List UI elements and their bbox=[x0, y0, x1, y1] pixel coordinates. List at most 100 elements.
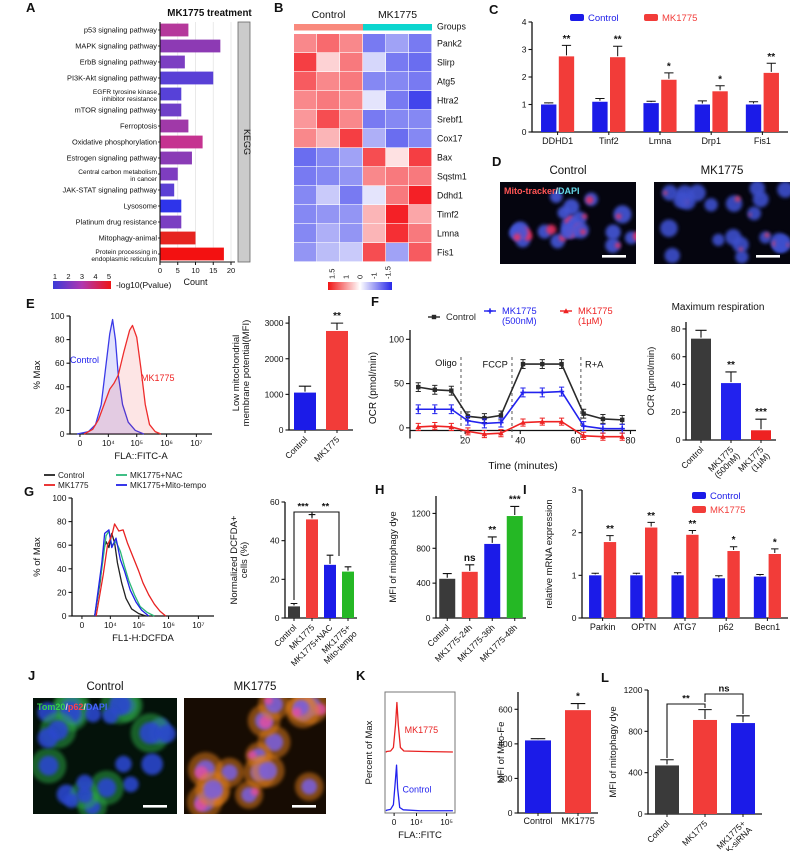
svg-text:Fis1: Fis1 bbox=[437, 248, 454, 258]
ocr-time-course-chart: 0 50 100 20 40 60 80 Oligo FCCP R+A Control MK1775(… bbox=[362, 300, 654, 482]
svg-text:80: 80 bbox=[55, 335, 65, 345]
svg-text:60: 60 bbox=[55, 358, 65, 368]
svg-text:0: 0 bbox=[426, 613, 431, 623]
svg-text:OPTN: OPTN bbox=[631, 622, 656, 632]
svg-text:Platinum drug resistance: Platinum drug resistance bbox=[76, 218, 157, 227]
svg-text:**: ** bbox=[767, 52, 775, 63]
svg-text:10⁶: 10⁶ bbox=[160, 438, 173, 448]
mitophagy-dye-sirna-bar-chart: 0 400 800 1200 Control MK1775 MK1775+K-siRNA **… bbox=[600, 670, 796, 851]
svg-text:**: ** bbox=[563, 34, 571, 45]
svg-text:Control: Control bbox=[549, 165, 586, 177]
svg-text:MK1775+Mito-tempo: MK1775+Mito-tempo bbox=[130, 481, 207, 490]
svg-text:*: * bbox=[667, 61, 671, 72]
panel-label-c: C bbox=[489, 2, 499, 17]
maximum-respiration-bar-chart: 0 20 40 60 80 Control ** MK1775(500nM) *** MK1775… bbox=[640, 300, 796, 482]
svg-text:40: 40 bbox=[671, 379, 681, 389]
svg-text:80: 80 bbox=[57, 517, 67, 527]
svg-text:PI3K-Akt signaling pathway: PI3K-Akt signaling pathway bbox=[67, 74, 157, 83]
svg-text:10⁵: 10⁵ bbox=[440, 817, 453, 827]
panel-label-l: L bbox=[601, 670, 609, 685]
svg-text:Slirp: Slirp bbox=[437, 58, 455, 68]
svg-text:% of Max: % of Max bbox=[32, 537, 43, 577]
svg-text:**: ** bbox=[606, 524, 614, 535]
svg-text:50: 50 bbox=[394, 379, 404, 389]
svg-text:MK1775: MK1775 bbox=[701, 165, 744, 177]
mito-fe-bar-chart: 0 200 400 600 Control * MK1775 MFI of Mito-Fe bbox=[494, 670, 614, 851]
panel-label-b: B bbox=[274, 0, 284, 15]
svg-text:MK1775+K-siRNA: MK1775+K-siRNA bbox=[714, 818, 754, 851]
svg-text:Estrogen signaling pathway: Estrogen signaling pathway bbox=[67, 154, 158, 163]
svg-text:40: 40 bbox=[515, 435, 525, 445]
svg-text:FLA::FITC-A: FLA::FITC-A bbox=[114, 451, 168, 462]
svg-text:MK1775: MK1775 bbox=[141, 373, 175, 383]
dcfda-flow-histogram: 0 20 40 60 80 100 0 10⁴ 10⁵ 10⁶ 10⁷ Control MK1775+N… bbox=[10, 468, 225, 670]
svg-text:*: * bbox=[732, 535, 736, 546]
svg-text:Control: Control bbox=[86, 681, 123, 693]
svg-text:MK1775: MK1775 bbox=[58, 481, 89, 490]
svg-text:80: 80 bbox=[671, 324, 681, 334]
svg-text:Timf2: Timf2 bbox=[437, 210, 459, 220]
panel-label-h: H bbox=[375, 482, 385, 497]
svg-text:0: 0 bbox=[80, 620, 85, 630]
svg-text:Normalized DCFDA+cells (%): Normalized DCFDA+cells (%) bbox=[229, 515, 250, 604]
svg-text:2: 2 bbox=[522, 72, 527, 82]
svg-text:mTOR signaling pathway: mTOR signaling pathway bbox=[75, 106, 158, 115]
svg-text:1200: 1200 bbox=[412, 508, 431, 518]
svg-text:100: 100 bbox=[389, 334, 404, 344]
svg-text:200: 200 bbox=[498, 773, 512, 783]
svg-text:Control: Control bbox=[403, 784, 432, 794]
svg-text:3: 3 bbox=[572, 485, 577, 495]
svg-text:MK1775: MK1775 bbox=[378, 9, 417, 21]
panel-label-e: E bbox=[26, 296, 35, 311]
svg-text:1: 1 bbox=[522, 100, 527, 110]
svg-text:400: 400 bbox=[628, 768, 642, 778]
panel-label-g: G bbox=[24, 484, 35, 499]
svg-text:20: 20 bbox=[57, 587, 67, 597]
svg-text:10⁴: 10⁴ bbox=[104, 620, 117, 630]
svg-text:relative mRNA expression: relative mRNA expression bbox=[544, 499, 555, 608]
svg-text:**: ** bbox=[647, 511, 655, 522]
svg-text:400: 400 bbox=[416, 578, 430, 588]
tom20-p62-micrograph-panel: Control MK1775 Tom20/p62/DAPI bbox=[8, 670, 326, 851]
svg-text:0: 0 bbox=[399, 423, 404, 433]
svg-text:Ferroptosis: Ferroptosis bbox=[120, 122, 157, 131]
svg-text:-log10(Pvalue): -log10(Pvalue) bbox=[116, 280, 171, 290]
svg-text:Lysosome: Lysosome bbox=[124, 202, 157, 211]
svg-text:1: 1 bbox=[53, 272, 57, 281]
svg-text:5: 5 bbox=[107, 272, 111, 281]
svg-text:**: ** bbox=[488, 525, 496, 536]
svg-text:MK1775: MK1775 bbox=[561, 816, 595, 826]
svg-text:0: 0 bbox=[78, 438, 83, 448]
svg-text:KEGG: KEGG bbox=[242, 129, 252, 155]
svg-text:0: 0 bbox=[158, 266, 162, 275]
svg-text:MAPK signaling pathway: MAPK signaling pathway bbox=[75, 42, 157, 51]
svg-text:Srebf1: Srebf1 bbox=[437, 115, 463, 125]
svg-text:**: ** bbox=[688, 519, 696, 530]
svg-text:0: 0 bbox=[572, 613, 577, 623]
svg-text:Tom20/p62/DAPI: Tom20/p62/DAPI bbox=[37, 702, 107, 712]
svg-text:p53 signaling pathway: p53 signaling pathway bbox=[84, 26, 157, 35]
svg-text:10⁴: 10⁴ bbox=[410, 817, 423, 827]
svg-text:Fis1: Fis1 bbox=[754, 136, 771, 146]
svg-text:0: 0 bbox=[676, 435, 681, 445]
dcfda-positive-cells-bar-chart: 0 20 40 60 Control MK1775 MK1775+NAC MK1775+Mit… bbox=[225, 468, 360, 670]
svg-text:**: ** bbox=[727, 360, 735, 371]
svg-text:Control: Control bbox=[70, 355, 99, 365]
mitophagy-dye-timecourse-bar-chart: 0 400 800 1200 Control ns MK1775-24h ** MK1775-3… bbox=[362, 468, 540, 670]
svg-text:1: 1 bbox=[572, 570, 577, 580]
svg-text:1: 1 bbox=[342, 275, 351, 279]
svg-text:Percent of Max: Percent of Max bbox=[364, 720, 375, 784]
svg-text:0: 0 bbox=[508, 808, 513, 818]
svg-text:Count: Count bbox=[183, 277, 208, 287]
svg-text:0: 0 bbox=[279, 425, 284, 435]
svg-text:MK1775: MK1775 bbox=[312, 434, 342, 464]
svg-text:OCR (pmol/min): OCR (pmol/min) bbox=[368, 352, 379, 424]
svg-text:Pank2: Pank2 bbox=[437, 39, 462, 49]
svg-text:FLA::FITC: FLA::FITC bbox=[398, 830, 442, 841]
svg-text:Control: Control bbox=[312, 9, 346, 21]
svg-text:Parkin: Parkin bbox=[590, 622, 616, 632]
panel-label-k: K bbox=[356, 668, 366, 683]
svg-text:Htra2: Htra2 bbox=[437, 96, 459, 106]
